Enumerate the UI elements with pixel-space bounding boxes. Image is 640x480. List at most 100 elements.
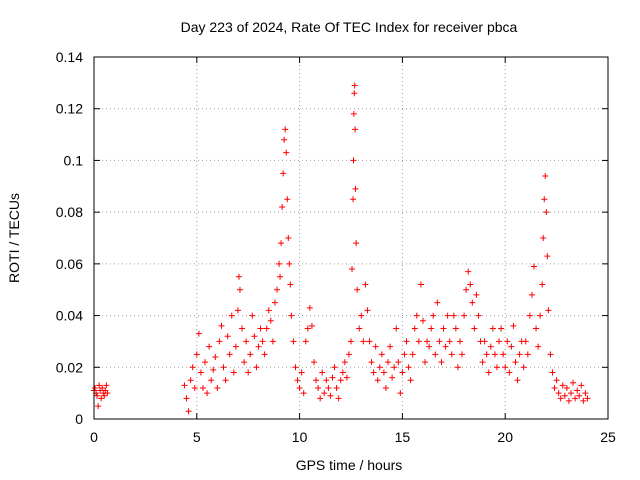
data-point xyxy=(350,110,357,117)
data-point xyxy=(350,157,357,164)
data-point xyxy=(261,351,268,358)
data-point xyxy=(506,369,513,376)
data-point xyxy=(214,384,221,391)
data-point xyxy=(350,196,357,203)
data-point xyxy=(452,325,459,332)
data-point xyxy=(485,369,492,376)
y-tick-label: 0.14 xyxy=(56,49,83,65)
y-tick-labels: 0 0.02 0.04 0.06 0.08 0.1 0.12 0.14 xyxy=(56,49,83,427)
data-point xyxy=(401,351,408,358)
data-point xyxy=(411,325,418,332)
data-point xyxy=(537,312,544,319)
data-point xyxy=(267,317,274,324)
data-point xyxy=(557,395,564,402)
data-point xyxy=(491,351,498,358)
x-tick-label: 5 xyxy=(193,429,201,445)
data-point xyxy=(434,299,441,306)
data-point xyxy=(535,343,542,350)
data-point xyxy=(325,384,332,391)
data-point xyxy=(98,395,105,402)
data-point xyxy=(220,364,227,371)
data-point xyxy=(253,364,260,371)
data-point xyxy=(570,379,577,386)
data-point xyxy=(208,377,215,384)
data-point xyxy=(403,338,410,345)
y-tick-label: 0 xyxy=(75,411,83,427)
data-point xyxy=(510,322,517,329)
data-point xyxy=(345,351,352,358)
data-point xyxy=(528,291,535,298)
data-point xyxy=(95,403,102,410)
data-point xyxy=(331,364,338,371)
data-point xyxy=(471,325,478,332)
data-point xyxy=(467,281,474,288)
data-point xyxy=(224,333,231,340)
data-point xyxy=(395,359,402,366)
data-point xyxy=(257,325,264,332)
data-point xyxy=(382,384,389,391)
data-point xyxy=(374,377,381,384)
data-point xyxy=(317,395,324,402)
data-point xyxy=(378,351,385,358)
plot-frame xyxy=(93,56,609,420)
data-point xyxy=(279,203,286,210)
data-point xyxy=(358,312,365,319)
data-point xyxy=(296,384,303,391)
data-point xyxy=(310,359,317,366)
data-point xyxy=(565,397,572,404)
data-point xyxy=(542,172,549,179)
data-point xyxy=(335,395,342,402)
data-point xyxy=(236,286,243,293)
data-point xyxy=(555,390,562,397)
data-point xyxy=(216,338,223,345)
data-point xyxy=(277,273,284,280)
data-point xyxy=(409,351,416,358)
data-point xyxy=(319,369,326,376)
data-point xyxy=(282,126,289,133)
data-point xyxy=(450,312,457,319)
data-point xyxy=(522,338,529,345)
data-point xyxy=(530,263,537,270)
data-point xyxy=(417,281,424,288)
data-point xyxy=(415,338,422,345)
data-point xyxy=(235,273,242,280)
data-point xyxy=(539,281,546,288)
chart-title: Day 223 of 2024, Rate Of TEC Index for r… xyxy=(181,19,518,35)
data-point xyxy=(183,395,190,402)
data-point xyxy=(269,338,276,345)
data-point xyxy=(540,235,547,241)
data-point xyxy=(104,390,111,397)
data-point xyxy=(459,351,466,358)
data-point xyxy=(424,338,431,345)
data-point xyxy=(315,384,322,391)
data-point xyxy=(197,369,204,376)
data-point xyxy=(339,369,346,376)
data-point xyxy=(300,390,307,397)
data-point xyxy=(514,377,521,384)
y-tick-label: 0.1 xyxy=(64,152,84,168)
data-point xyxy=(504,338,511,345)
data-point xyxy=(479,359,486,366)
data-point xyxy=(99,384,106,391)
data-point xyxy=(228,312,235,319)
data-point xyxy=(559,382,566,389)
data-point xyxy=(96,382,103,389)
data-point xyxy=(255,343,262,350)
data-point xyxy=(456,338,463,345)
data-point xyxy=(191,384,198,391)
data-point xyxy=(438,359,445,366)
data-point xyxy=(101,392,108,399)
data-point xyxy=(526,312,533,319)
data-point xyxy=(286,260,293,267)
data-point xyxy=(284,196,291,203)
data-point xyxy=(352,126,359,133)
data-point xyxy=(313,377,320,384)
data-point xyxy=(493,364,500,371)
data-point xyxy=(578,382,585,389)
data-point xyxy=(234,307,241,314)
x-tick-label: 15 xyxy=(395,429,411,445)
data-point xyxy=(432,351,439,358)
data-point xyxy=(524,351,531,358)
data-point xyxy=(413,312,420,319)
data-point xyxy=(440,325,447,332)
